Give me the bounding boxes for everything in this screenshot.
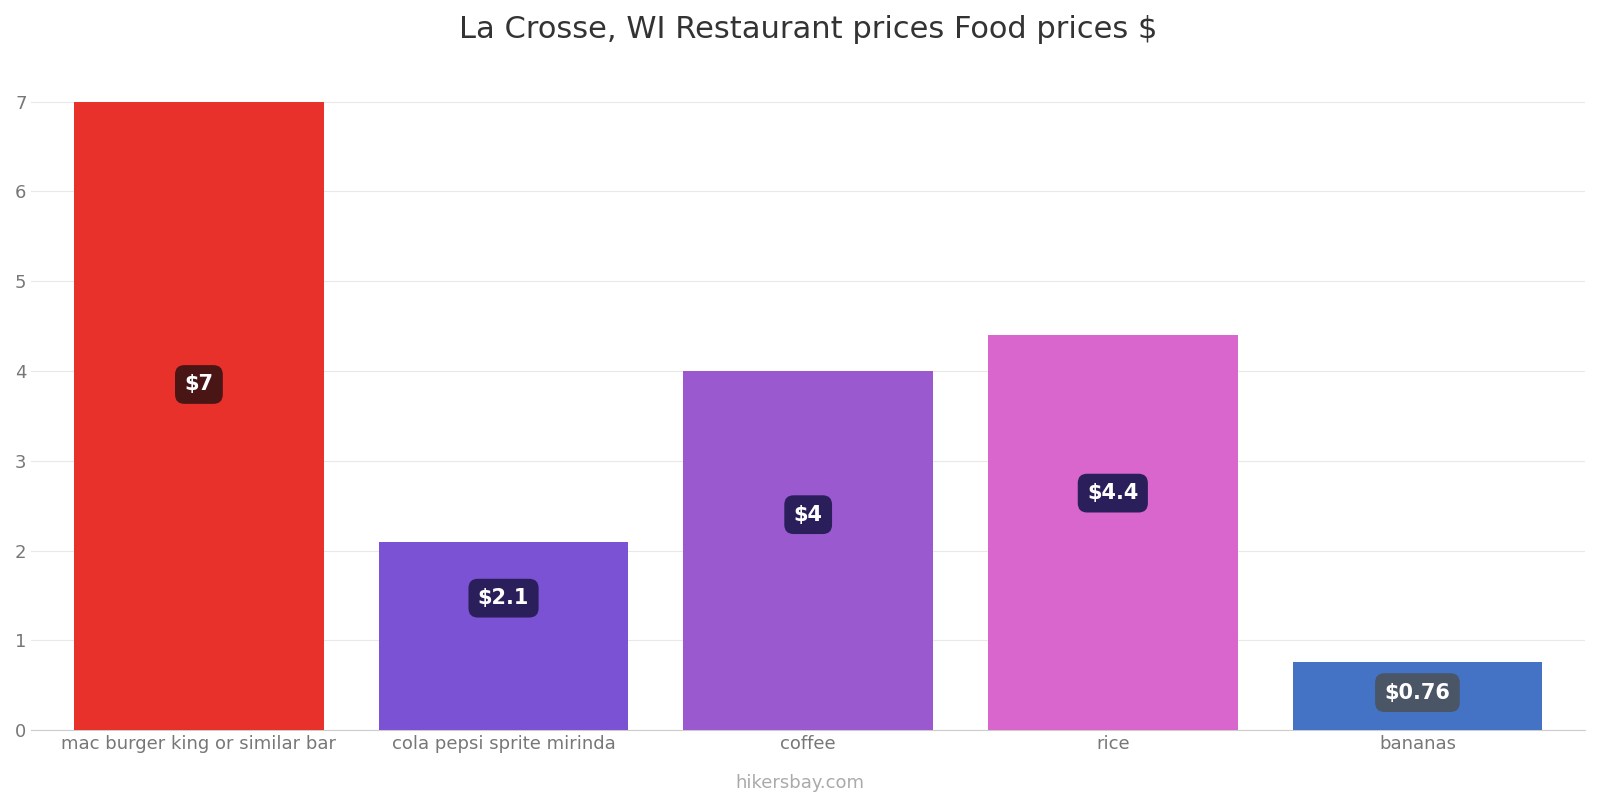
Text: $4.4: $4.4 [1086,483,1139,503]
Text: $7: $7 [184,374,213,394]
Text: $2.1: $2.1 [478,588,530,608]
Text: $4: $4 [794,505,822,525]
Bar [379,542,629,730]
Bar [74,102,323,730]
Bar [987,335,1238,730]
Title: La Crosse, WI Restaurant prices Food prices $: La Crosse, WI Restaurant prices Food pri… [459,15,1157,44]
Bar [1293,662,1542,730]
Text: hikersbay.com: hikersbay.com [736,774,864,792]
Text: $0.76: $0.76 [1384,682,1450,702]
Bar [683,371,933,730]
